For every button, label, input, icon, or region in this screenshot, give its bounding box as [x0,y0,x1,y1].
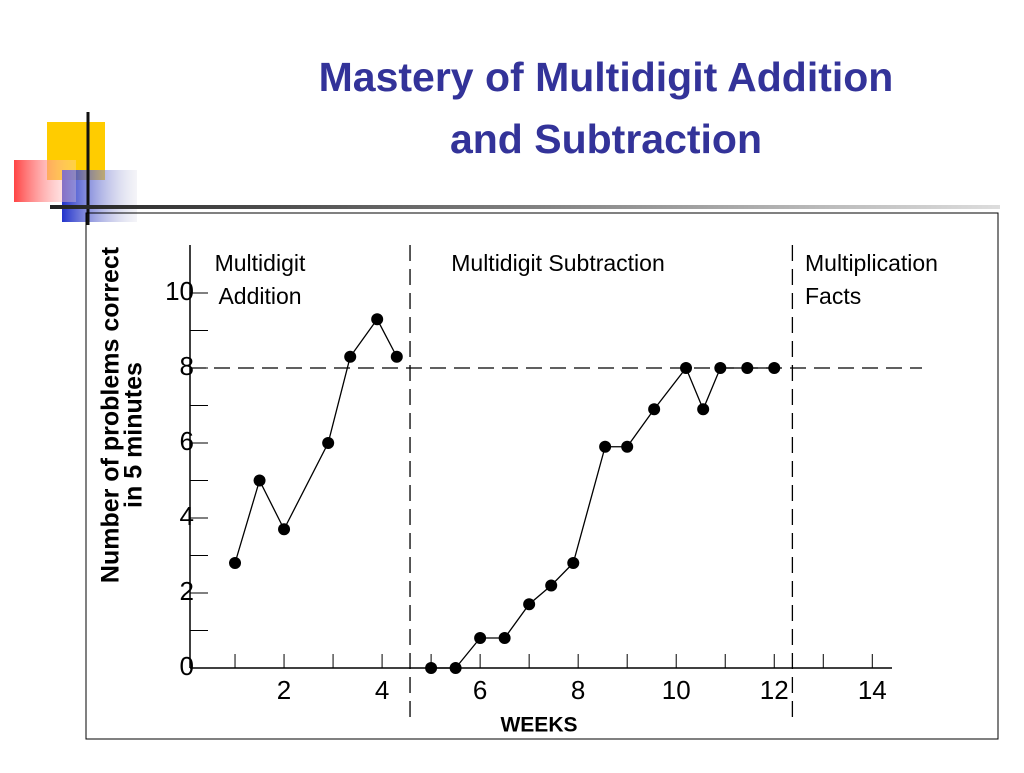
x-axis-label: WEEKS [500,714,577,737]
x-tick-label: 6 [473,675,487,705]
x-tick-label: 8 [571,675,585,705]
data-point [253,474,266,487]
data-point [599,440,612,453]
phase-label: Multidigit [215,250,306,276]
data-point [741,362,754,374]
data-line [431,366,775,669]
title: and Subtraction [450,116,762,162]
phase-label: Multidigit Subtraction [451,250,665,276]
y-tick-label: 6 [180,426,194,456]
data-point [648,403,661,416]
title-rule [50,205,1000,209]
x-tick-label: 2 [277,675,291,705]
data-point [714,362,727,374]
x-tick-label: 10 [662,675,691,705]
data-point [449,662,462,674]
data-point [474,632,487,644]
x-tick-label: 12 [760,675,789,705]
data-point [278,523,291,536]
data-point [567,557,580,569]
y-tick-label: 2 [180,576,194,606]
data-point [322,437,335,449]
data-point [498,632,511,644]
data-point [390,350,403,363]
data-point [680,362,693,374]
data-point [545,579,558,592]
data-point [621,440,634,453]
x-tick-label: 4 [375,675,389,705]
y-tick-label: 0 [180,651,194,681]
data-line [234,318,398,564]
y-tick-label: 4 [180,501,194,531]
data-point [523,598,536,611]
phase-label: Multiplication [805,250,938,276]
title: Mastery of Multidigit Addition [319,54,894,100]
y-axis-label: in 5 minutes [120,362,148,508]
y-tick-label: 10 [165,276,194,306]
x-tick-label: 14 [858,675,887,705]
data-point [344,350,357,363]
phase-label: Facts [805,283,861,309]
data-point [697,403,710,416]
data-point [425,662,438,674]
y-axis-label: Number of problems correct [97,246,125,583]
phase-label: Addition [218,283,301,309]
data-point [768,362,781,374]
chart: 0 2 4 6 8 10 2 4 6 8 10 12 14 Multidigit Addition Multi… [97,245,938,737]
data-point [229,557,242,569]
chart-frame [85,212,999,740]
data-point [371,313,384,326]
deco-square [14,160,76,202]
y-tick-label: 8 [180,351,194,381]
